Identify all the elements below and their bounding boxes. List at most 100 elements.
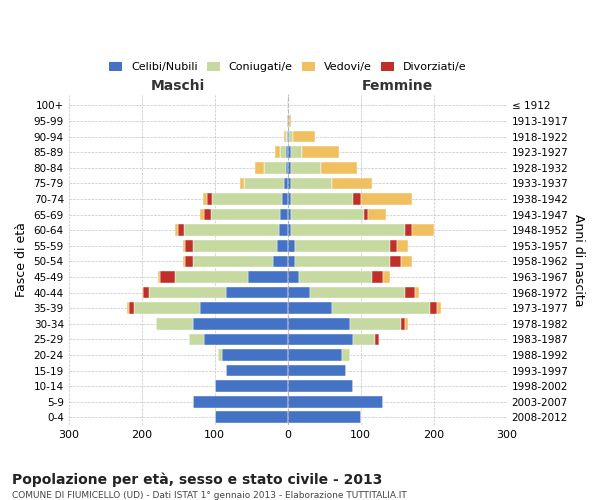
Bar — [212, 193, 282, 205]
Bar — [218, 349, 222, 361]
Bar — [430, 302, 437, 314]
Bar — [215, 412, 287, 423]
Bar — [279, 224, 287, 236]
Bar — [287, 286, 310, 298]
Bar — [320, 162, 357, 173]
Bar — [292, 224, 404, 236]
Bar — [185, 256, 193, 267]
Bar — [343, 349, 350, 361]
Bar — [211, 208, 280, 220]
Bar — [204, 334, 287, 345]
Bar — [286, 146, 287, 158]
Bar — [287, 318, 350, 330]
Bar — [255, 162, 263, 173]
Bar — [292, 193, 353, 205]
Legend: Celibi/Nubili, Coniugati/e, Vedovi/e, Divorziati/e: Celibi/Nubili, Coniugati/e, Vedovi/e, Di… — [104, 57, 471, 76]
Bar — [289, 131, 293, 142]
Bar — [353, 334, 376, 345]
Bar — [401, 318, 404, 330]
Bar — [287, 193, 292, 205]
Bar — [280, 208, 287, 220]
Bar — [142, 286, 143, 298]
Bar — [204, 208, 211, 220]
Bar — [295, 240, 390, 252]
Bar — [292, 146, 302, 158]
Bar — [183, 240, 185, 252]
Bar — [143, 286, 149, 298]
Bar — [286, 131, 287, 142]
Bar — [390, 256, 401, 267]
Bar — [299, 271, 371, 283]
Bar — [415, 286, 419, 298]
Bar — [226, 364, 287, 376]
Bar — [302, 146, 339, 158]
Bar — [412, 224, 434, 236]
Bar — [371, 271, 383, 283]
Bar — [193, 396, 287, 407]
Bar — [289, 115, 292, 127]
Bar — [203, 193, 206, 205]
Bar — [286, 162, 287, 173]
Bar — [287, 349, 343, 361]
Bar — [287, 178, 292, 189]
Bar — [404, 224, 412, 236]
Bar — [331, 302, 430, 314]
Bar — [287, 240, 295, 252]
Bar — [193, 318, 287, 330]
Bar — [287, 100, 289, 112]
Bar — [364, 208, 368, 220]
Bar — [287, 224, 292, 236]
Bar — [282, 193, 287, 205]
Bar — [275, 146, 280, 158]
Bar — [240, 178, 244, 189]
Y-axis label: Fasce di età: Fasce di età — [15, 222, 28, 298]
Bar — [175, 271, 248, 283]
Bar — [263, 162, 286, 173]
Bar — [134, 302, 200, 314]
Bar — [128, 302, 134, 314]
Bar — [200, 302, 287, 314]
Bar — [178, 224, 184, 236]
Bar — [287, 412, 361, 423]
Bar — [215, 380, 287, 392]
Bar — [193, 256, 273, 267]
Bar — [368, 208, 386, 220]
Bar — [175, 224, 178, 236]
Bar — [160, 271, 175, 283]
Bar — [292, 178, 332, 189]
Text: Maschi: Maschi — [151, 79, 205, 93]
Text: COMUNE DI FIUMICELLO (UD) - Dati ISTAT 1° gennaio 2013 - Elaborazione TUTTITALIA: COMUNE DI FIUMICELLO (UD) - Dati ISTAT 1… — [12, 491, 407, 500]
Bar — [287, 146, 292, 158]
Bar — [158, 271, 160, 283]
Bar — [273, 256, 287, 267]
Bar — [183, 256, 185, 267]
Bar — [397, 240, 408, 252]
Bar — [287, 162, 292, 173]
Bar — [284, 178, 287, 189]
Bar — [127, 302, 128, 314]
Bar — [280, 146, 286, 158]
Bar — [248, 271, 287, 283]
Bar — [295, 256, 390, 267]
Bar — [310, 286, 404, 298]
Bar — [287, 131, 289, 142]
Bar — [287, 302, 331, 314]
Bar — [200, 208, 204, 220]
Bar — [156, 318, 193, 330]
Bar — [401, 256, 412, 267]
Bar — [293, 131, 315, 142]
Bar — [277, 240, 287, 252]
Bar — [287, 256, 295, 267]
Bar — [287, 271, 299, 283]
Bar — [287, 396, 383, 407]
Bar — [353, 193, 361, 205]
Bar — [287, 364, 346, 376]
Bar — [206, 193, 212, 205]
Bar — [383, 271, 390, 283]
Bar — [155, 318, 156, 330]
Y-axis label: Anni di nascita: Anni di nascita — [572, 214, 585, 306]
Bar — [287, 380, 353, 392]
Bar — [361, 193, 412, 205]
Bar — [222, 349, 287, 361]
Bar — [350, 318, 401, 330]
